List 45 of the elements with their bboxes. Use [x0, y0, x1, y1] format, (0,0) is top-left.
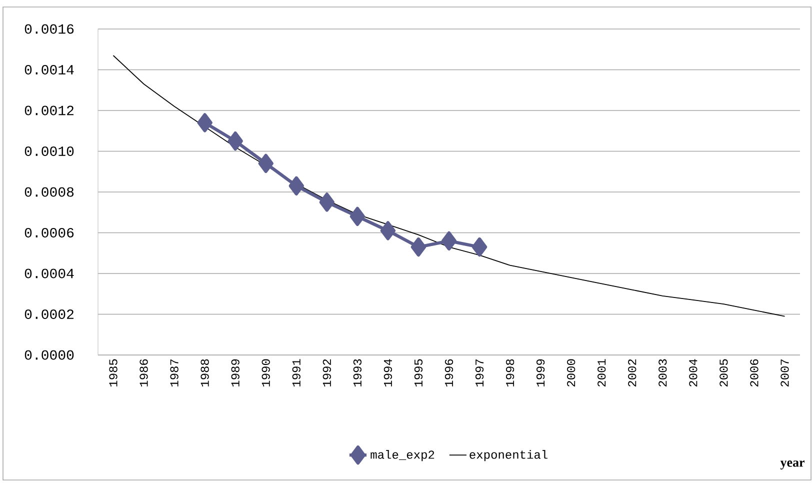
x-tick-label: 2001 [598, 359, 606, 386]
point [472, 237, 488, 257]
x-tick-label: 1995 [414, 359, 423, 386]
x-tick-label: 2006 [750, 359, 758, 386]
x-tick-label: 1986 [140, 359, 148, 386]
x-tick-label: 2000 [567, 359, 576, 386]
y-tick-label: 0.0014 [24, 65, 74, 75]
x-tick-label: 2003 [658, 359, 667, 386]
point [441, 231, 457, 250]
x-tick-label: 1991 [292, 359, 300, 386]
y-tick-label: 0.0012 [24, 106, 74, 116]
x-tick-label: 1997 [475, 359, 484, 386]
x-tick-label: 1992 [322, 359, 331, 386]
x-tick-label: 2002 [628, 359, 636, 386]
x-tick-label: 1993 [353, 359, 362, 386]
x-tick-label: 1998 [506, 359, 514, 386]
y-tick-label: 0.0010 [24, 146, 74, 156]
point [350, 206, 366, 226]
point [288, 176, 304, 196]
y-tick-label: 0.0000 [24, 350, 74, 360]
x-tick-label: 2007 [780, 359, 789, 386]
x-tick-label: 1988 [200, 359, 209, 386]
y-tick-label: 0.0002 [24, 310, 74, 320]
point [410, 237, 426, 257]
x-tick-label: 1999 [536, 359, 545, 386]
x-tick-label: 2005 [720, 359, 728, 386]
point [228, 131, 243, 151]
y-tick-label: 0.0006 [24, 228, 74, 238]
x-tick-label: 1987 [170, 359, 178, 386]
x-tick-label: 1996 [444, 359, 454, 386]
y-tick-label: 0.0016 [24, 24, 74, 34]
x-tick-label: 1994 [384, 359, 392, 386]
legend-label: male_exp2 [370, 450, 434, 462]
point [258, 154, 274, 174]
y-tick-label: 0.0008 [24, 187, 74, 197]
x-tick-label: 1985 [109, 359, 118, 386]
text: year [780, 460, 805, 470]
point [197, 113, 212, 132]
x-tick-label: 1990 [262, 359, 270, 386]
point [319, 192, 335, 212]
x-tick-label: 2004 [689, 359, 698, 386]
y-tick-label: 0.0004 [24, 268, 74, 278]
point [380, 221, 396, 240]
x-tick-label: 1989 [231, 359, 240, 386]
legend-label: exponential [470, 450, 548, 462]
